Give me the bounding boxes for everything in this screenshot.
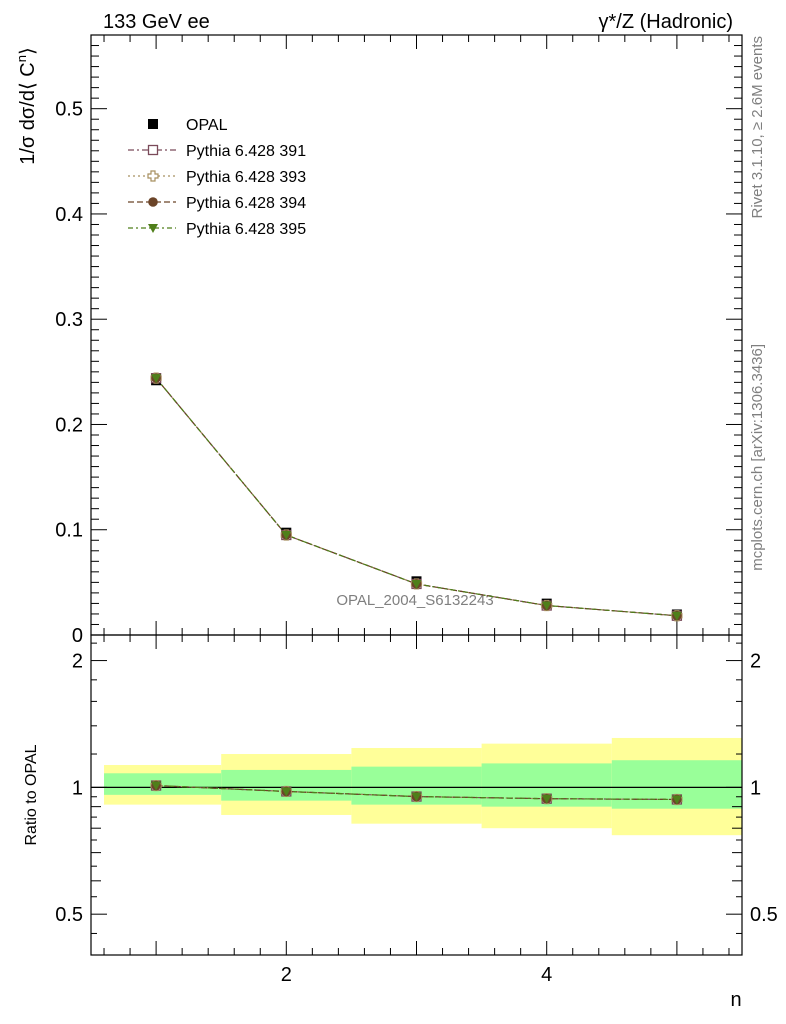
process-title: γ*/Z (Hadronic): [599, 11, 733, 33]
data-point: [281, 531, 292, 540]
legend-label: Pythia 6.428 394: [186, 195, 306, 212]
legend-marker: [147, 170, 159, 182]
y-tick-label: 1: [750, 777, 761, 799]
main-y-axis-label: 1/σ dσ/d⟨ Cn⟩: [14, 47, 39, 165]
legend: OPAL Pythia 6.428 391 Pythia 6.428 393 Pyth…: [128, 117, 306, 238]
ratio-point: [281, 787, 292, 797]
data-point: [541, 601, 552, 611]
legend-label: Pythia 6.428 395: [186, 221, 306, 238]
legend-label: Pythia 6.428 391: [186, 143, 306, 160]
ratio-panel-axes: 2 4 0.5 0.5 1 1 2 2: [55, 634, 778, 986]
ratio-point: [671, 795, 682, 805]
legend-marker: [148, 119, 158, 129]
y-tick-label: 1: [72, 777, 83, 799]
y-tick-label: 0.3: [55, 309, 83, 331]
analysis-watermark: OPAL_2004_S6132243: [336, 592, 493, 609]
y-tick-label: 0.4: [55, 204, 83, 226]
rivet-label: Rivet 3.1.10, ≥ 2.6M events: [749, 36, 766, 219]
main-plot-series: [150, 372, 683, 622]
y-tick-label: 0: [72, 625, 83, 647]
ratio-point: [541, 794, 552, 804]
band-inner: [104, 773, 222, 795]
y-tick-label: 0.5: [55, 99, 83, 121]
x-tick-label: 4: [541, 964, 552, 986]
data-point: [411, 579, 422, 589]
legend-label: OPAL: [186, 117, 228, 134]
y-tick-label: 2: [72, 651, 83, 673]
y-tick-label: 2: [750, 651, 761, 673]
ratio-plot-series: [150, 779, 683, 806]
ratio-uncertainty-bands: [104, 737, 742, 836]
y-tick-label: 0.2: [55, 414, 83, 436]
data-point: [151, 374, 162, 384]
energy-title: 133 GeV ee: [103, 11, 210, 33]
x-axis-label: n: [730, 989, 741, 1011]
y-tick-label: 0.5: [750, 904, 778, 926]
main-panel-axes: 0 0.1 0.2 0.3 0.4 0.5: [55, 34, 743, 647]
data-point: [671, 611, 682, 621]
mcplots-label: mcplots.cern.ch [arXiv:1306.3436]: [749, 344, 766, 571]
y-tick-label: 0.5: [55, 904, 83, 926]
ratio-y-axis-label: Ratio to OPAL: [23, 744, 40, 845]
x-tick-label: 2: [281, 964, 292, 986]
legend-marker: [148, 197, 158, 207]
ratio-point: [151, 781, 162, 791]
ratio-point: [411, 792, 422, 802]
legend-marker: [148, 224, 158, 233]
legend-label: Pythia 6.428 393: [186, 169, 306, 186]
legend-marker: [147, 144, 159, 156]
y-tick-label: 0.1: [55, 520, 83, 542]
